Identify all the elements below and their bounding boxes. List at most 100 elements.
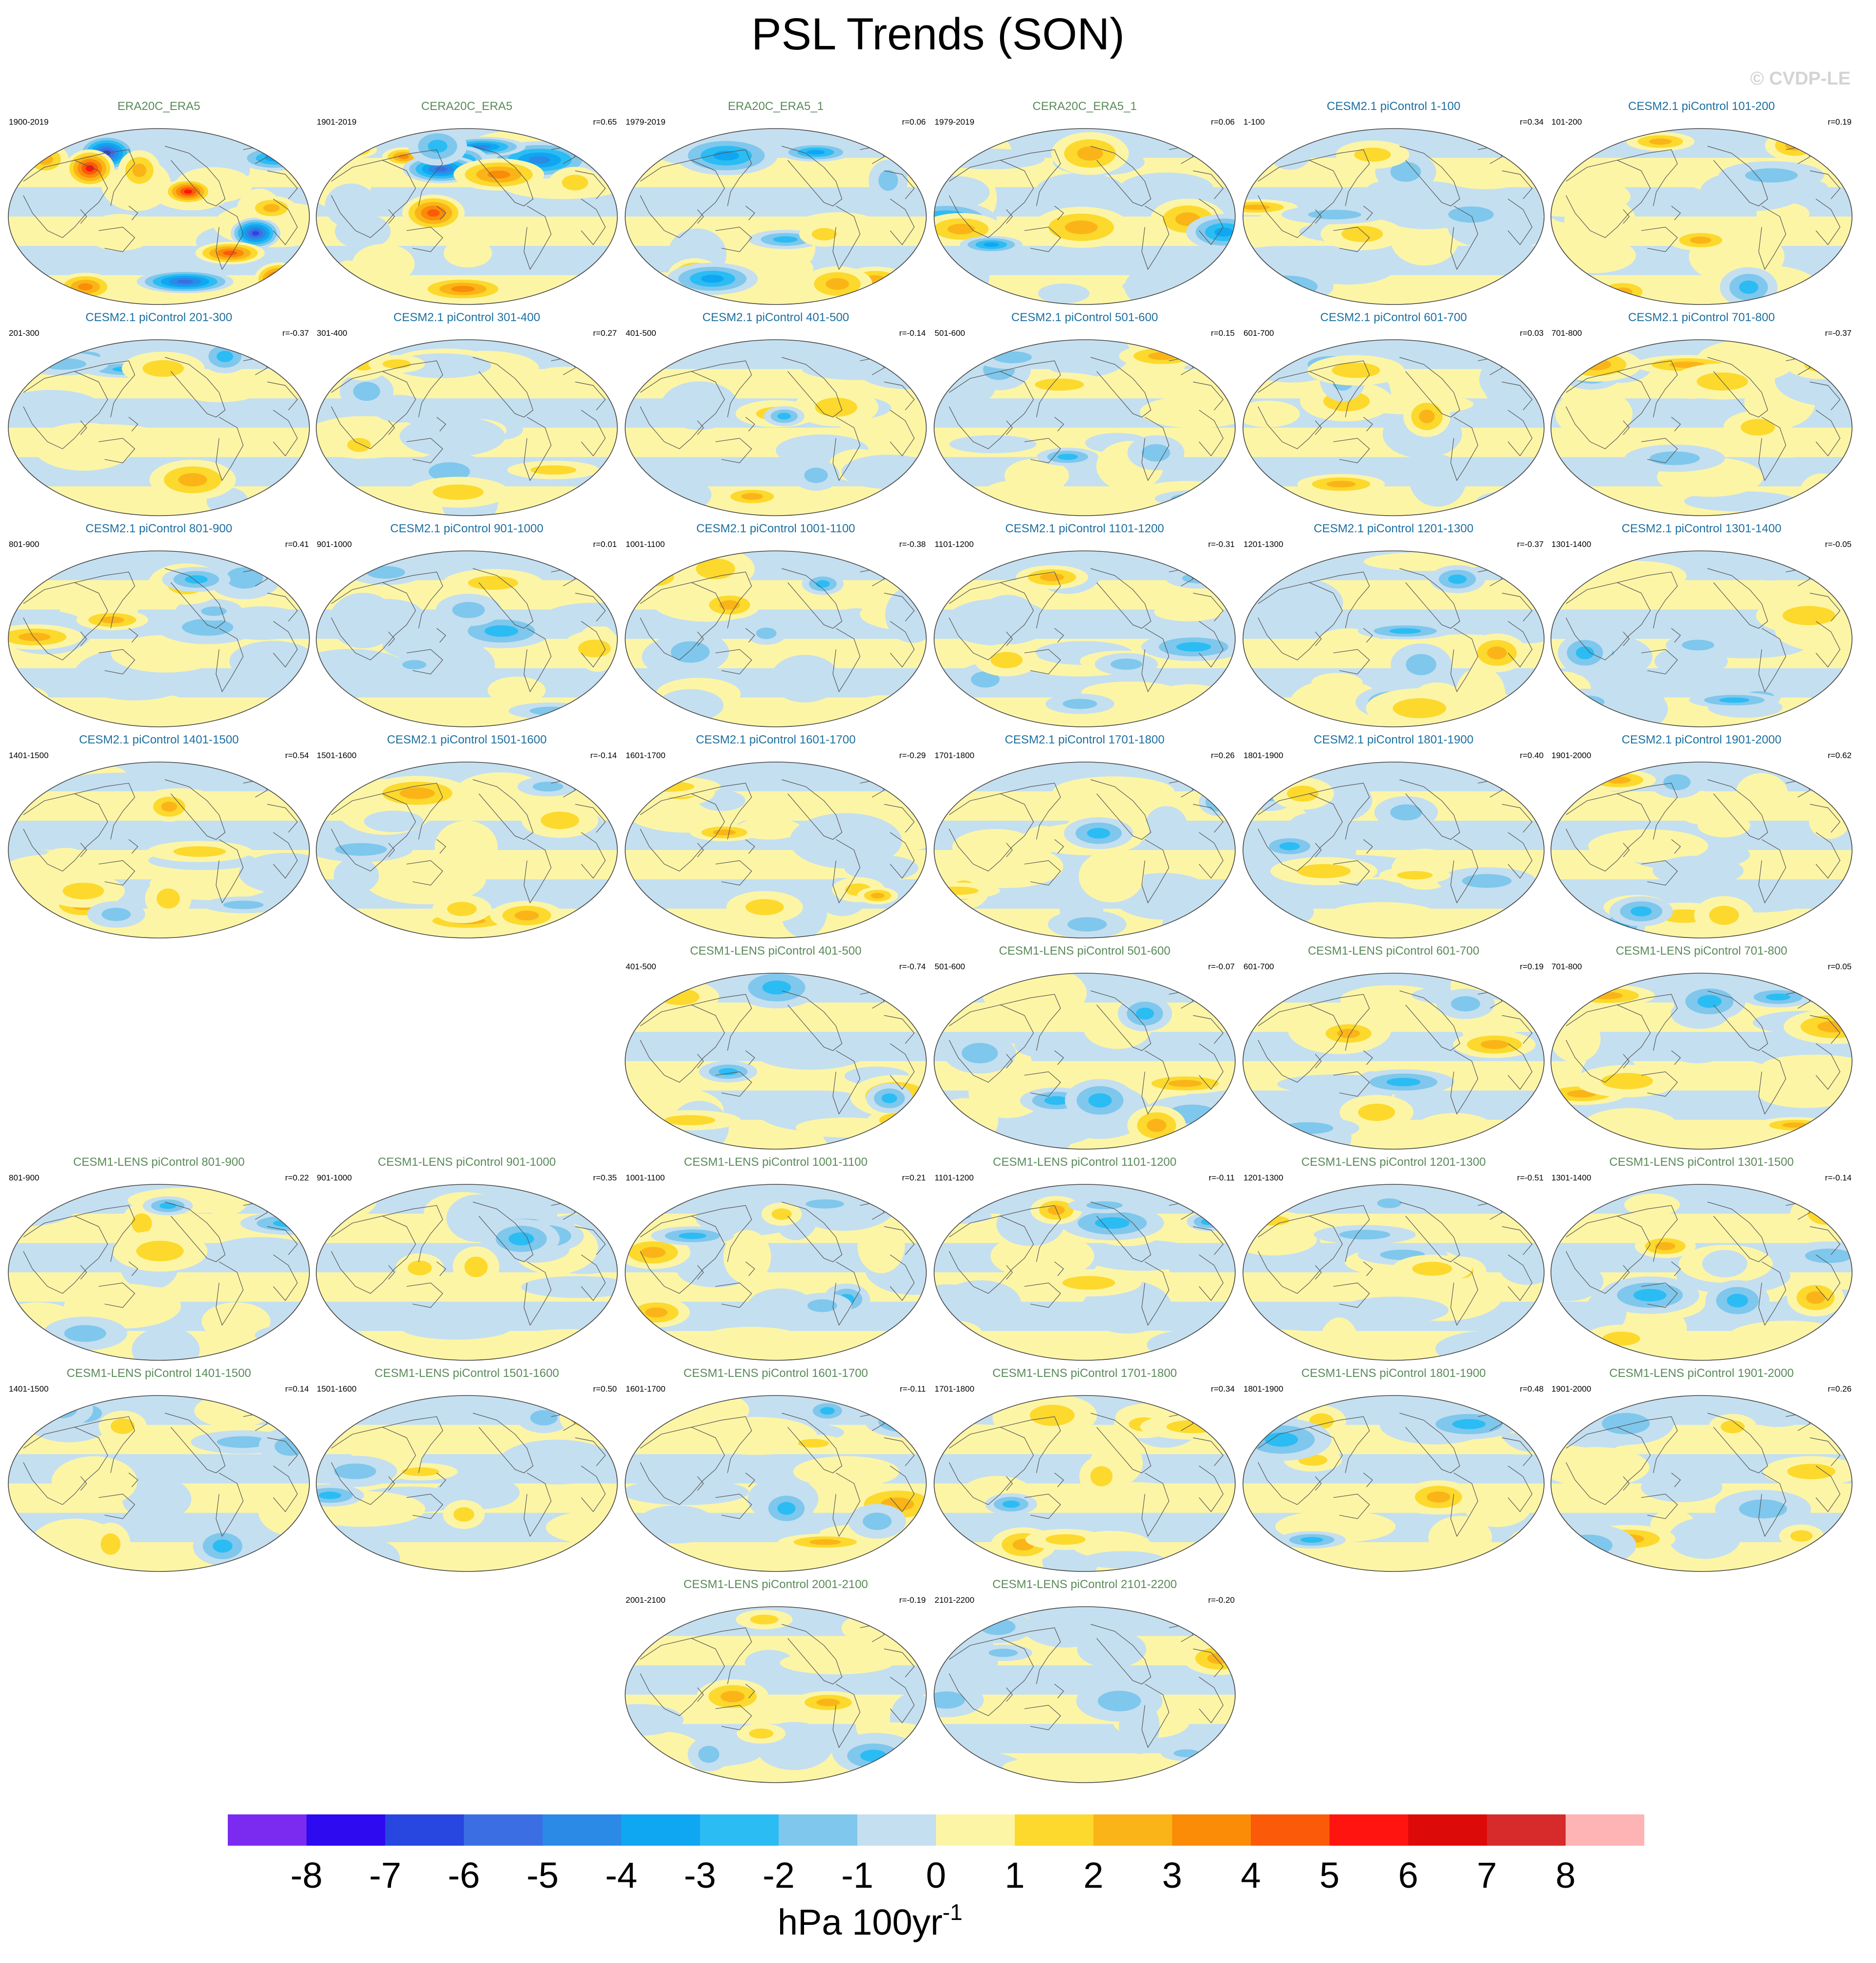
coastline <box>1566 1216 1651 1294</box>
panel-title: CESM2.1 piControl 901-1000 <box>390 522 544 535</box>
coastline <box>832 1683 861 1748</box>
anomaly-contour <box>1168 1080 1202 1087</box>
colorbar-tick-label: -5 <box>526 1855 559 1896</box>
coastline <box>473 779 534 840</box>
panel-period: 1001-1100 <box>626 1173 665 1182</box>
coastline <box>1315 843 1322 857</box>
anomaly-contour <box>1633 1288 1667 1302</box>
coastline <box>406 1493 443 1519</box>
anomaly-contour <box>185 575 208 584</box>
anomaly-contour <box>961 1043 998 1064</box>
coastline <box>884 1437 915 1466</box>
colorbar-tick-label: 3 <box>1162 1855 1182 1896</box>
anomaly-contour <box>1090 1466 1113 1486</box>
map-panel: CESM2.1 piControl 901-1000 901-1000 r=0.01 <box>313 520 621 730</box>
anomaly-contour <box>1719 697 1750 703</box>
anomaly-contour <box>1062 1276 1115 1290</box>
map-outline <box>625 1395 927 1572</box>
anomaly-contour <box>1565 695 1605 709</box>
coastline <box>473 1201 534 1263</box>
coastline <box>1641 226 1678 252</box>
coastline <box>691 783 752 840</box>
coastline <box>1707 568 1768 629</box>
field-band <box>625 551 926 581</box>
field-patch <box>1553 238 1636 273</box>
anomaly-contour <box>1814 132 1852 150</box>
copyright-watermark: © CVDP-LE <box>1750 68 1851 89</box>
robinson-map <box>8 128 310 305</box>
coastline <box>1000 1627 1061 1684</box>
panel-period: 1101-1200 <box>935 540 974 549</box>
anomaly-contour <box>1452 1419 1486 1429</box>
coastline <box>267 804 298 833</box>
coastline <box>884 170 915 199</box>
coastline <box>832 1050 861 1115</box>
field-patch <box>949 259 990 295</box>
panel-period: 1301-1400 <box>1551 1173 1592 1182</box>
coastline <box>1091 568 1152 629</box>
coastline <box>884 804 915 833</box>
field-band <box>1551 1184 1852 1214</box>
field-patch <box>944 599 1051 646</box>
anomaly-contour <box>1339 1229 1391 1240</box>
anomaly-contour <box>484 625 519 637</box>
coastline <box>1450 416 1479 481</box>
panel-period: 701-800 <box>1551 328 1582 338</box>
coastline <box>949 793 1034 872</box>
colorbar-cell <box>857 1814 936 1846</box>
field-patch <box>63 772 188 791</box>
coastline <box>1617 571 1678 629</box>
field-patch <box>864 340 926 365</box>
field-patch <box>1800 1118 1852 1149</box>
coastline <box>382 783 443 840</box>
panel-period: 1901-2000 <box>1551 1384 1592 1394</box>
coastline <box>273 198 298 245</box>
anomaly-contour <box>1040 573 1064 581</box>
colorbar-units: hPa 100yr-1 <box>778 1899 962 1942</box>
coastline <box>1450 1472 1479 1537</box>
anomaly-contour <box>428 139 448 153</box>
field-band <box>934 1331 1235 1360</box>
coastline <box>1566 371 1651 449</box>
coastline <box>691 360 752 417</box>
panel-period: 801-900 <box>9 1173 40 1182</box>
panel-period: 201-300 <box>9 328 40 338</box>
anomaly-contour <box>1062 698 1097 709</box>
coastline <box>884 592 915 622</box>
anomaly-contour <box>713 151 740 161</box>
anomaly-contour <box>1487 646 1507 659</box>
field-band <box>1243 486 1544 516</box>
panel-title: CESM1-LENS piControl 401-500 <box>690 944 862 958</box>
field-patch <box>1728 1320 1849 1352</box>
coastline <box>1707 1413 1768 1474</box>
anomaly-contour <box>1790 1530 1813 1542</box>
robinson-map <box>316 128 618 305</box>
coastline <box>1199 1465 1224 1512</box>
map-panel: CESM2.1 piControl 1-100 1-100 r=0.34 <box>1240 98 1548 308</box>
coastline <box>832 416 861 481</box>
anomaly-contour <box>347 438 371 452</box>
map-outline <box>1243 1184 1545 1361</box>
robinson-map <box>934 128 1236 305</box>
map-outline <box>1243 973 1545 1150</box>
panel-period: 401-500 <box>626 328 656 338</box>
coastline <box>1758 416 1787 481</box>
coastline <box>1758 205 1787 270</box>
robinson-map <box>1550 973 1853 1150</box>
field-patch <box>201 1302 271 1341</box>
colorbar-tick-label: 0 <box>926 1855 946 1896</box>
coastline <box>1815 1465 1841 1512</box>
colorbar-cell <box>1487 1814 1566 1846</box>
panel-correlation: r=0.65 <box>593 117 617 127</box>
coastline <box>715 437 752 463</box>
coastline <box>524 628 552 693</box>
panel-title: CESM1-LENS piControl 1101-1200 <box>993 1156 1177 1169</box>
coastline <box>1199 1043 1224 1090</box>
field-patch <box>755 1037 866 1070</box>
map-panel: CESM2.1 piControl 701-800 701-800 r=-0.37 <box>1548 309 1855 519</box>
panel-title: CESM1-LENS piControl 1401-1500 <box>66 1367 251 1380</box>
coastline <box>1810 1437 1841 1466</box>
field-patch <box>1743 552 1797 581</box>
field-patch <box>325 183 377 228</box>
anomaly-contour <box>1745 168 1798 183</box>
